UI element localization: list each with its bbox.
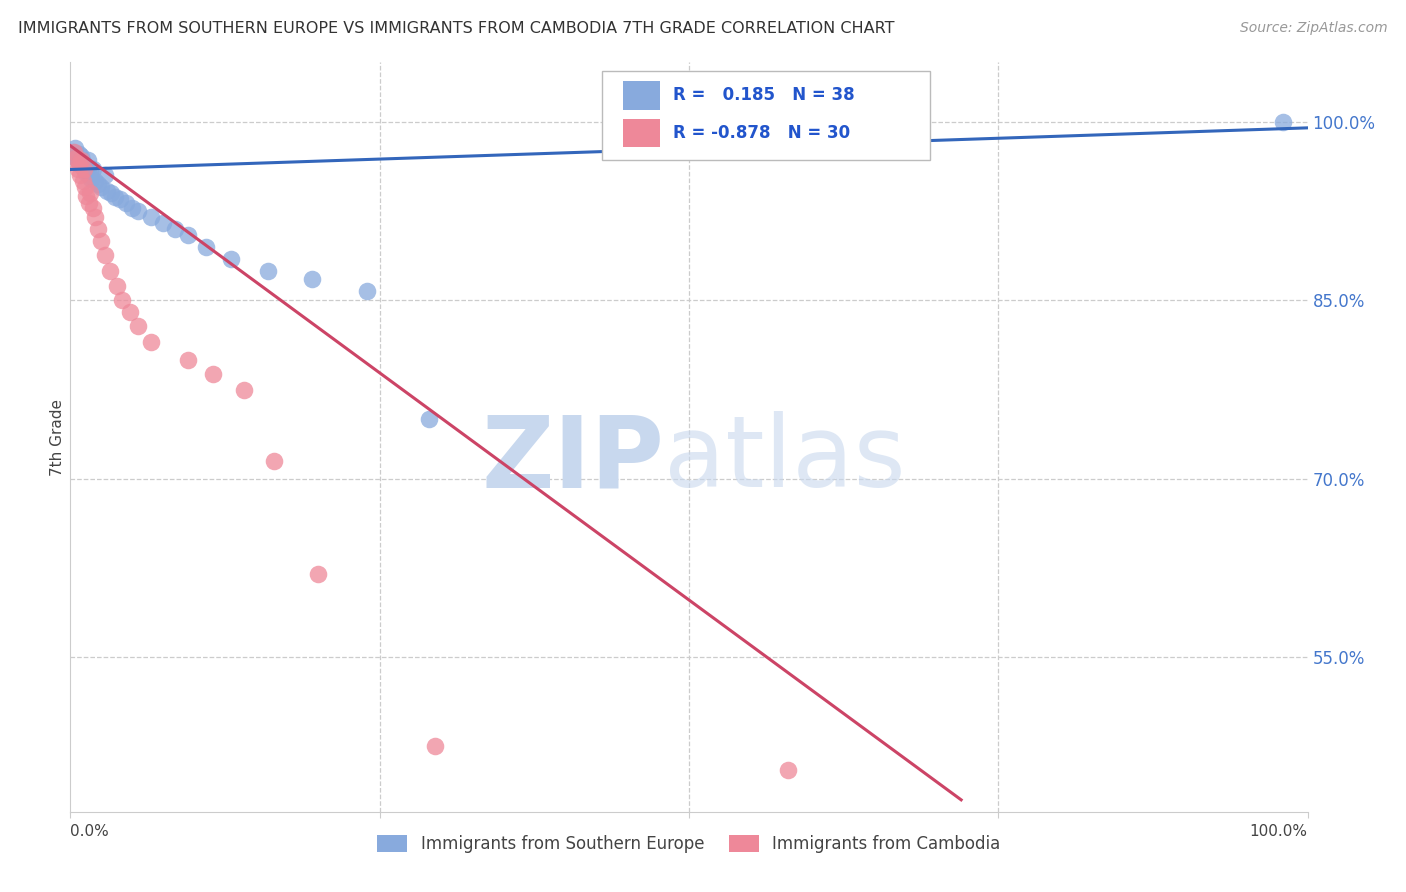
Point [307, 566, 329, 581]
Point [104, 190, 127, 204]
Point [84, 210, 107, 224]
Point [232, 383, 254, 397]
Point [75, 180, 97, 194]
Point [425, 739, 447, 754]
Text: 100.0%: 100.0% [1250, 823, 1308, 838]
Point [79, 186, 101, 201]
Legend: Immigrants from Southern Europe, Immigrants from Cambodia: Immigrants from Southern Europe, Immigra… [371, 828, 1007, 860]
Point [72, 155, 94, 169]
Point [1271, 115, 1294, 129]
Point [118, 305, 141, 319]
Point [66, 162, 89, 177]
Point [69, 156, 91, 170]
Point [152, 216, 174, 230]
Point [195, 240, 218, 254]
Point [301, 272, 323, 286]
Point [72, 174, 94, 188]
Point [82, 162, 104, 177]
Point [75, 166, 97, 180]
Point [139, 210, 162, 224]
Point [75, 188, 97, 202]
Point [80, 172, 103, 186]
Point [63, 145, 86, 159]
Point [76, 153, 98, 167]
Point [86, 222, 108, 236]
Point [86, 177, 108, 191]
Point [90, 234, 112, 248]
Point [84, 174, 107, 188]
Point [263, 454, 285, 468]
Point [177, 227, 200, 242]
Point [77, 195, 100, 210]
Point [75, 159, 97, 173]
Point [105, 279, 128, 293]
Point [94, 248, 117, 262]
Point [70, 149, 93, 163]
Point [67, 147, 90, 161]
Point [96, 184, 118, 198]
Point [73, 162, 96, 177]
Point [79, 165, 101, 179]
Point [90, 180, 112, 194]
Text: ZIP: ZIP [481, 411, 664, 508]
Y-axis label: 7th Grade: 7th Grade [49, 399, 65, 475]
Point [257, 263, 280, 277]
Point [62, 145, 84, 159]
Text: Source: ZipAtlas.com: Source: ZipAtlas.com [1240, 21, 1388, 36]
Text: IMMIGRANTS FROM SOUTHERN EUROPE VS IMMIGRANTS FROM CAMBODIA 7TH GRADE CORRELATIO: IMMIGRANTS FROM SOUTHERN EUROPE VS IMMIG… [18, 21, 894, 37]
Point [66, 153, 89, 167]
Point [77, 169, 100, 183]
Point [165, 222, 187, 236]
Point [219, 252, 242, 266]
Point [127, 319, 149, 334]
FancyBboxPatch shape [623, 81, 661, 110]
Point [65, 151, 87, 165]
Point [73, 162, 96, 177]
Point [177, 352, 200, 367]
Point [115, 195, 138, 210]
Point [776, 763, 799, 777]
Point [94, 169, 117, 183]
Point [356, 284, 378, 298]
Text: R = -0.878   N = 30: R = -0.878 N = 30 [673, 124, 851, 142]
Point [139, 334, 162, 349]
Point [418, 412, 440, 426]
Point [69, 169, 91, 183]
Point [65, 141, 87, 155]
Point [121, 201, 143, 215]
Point [111, 293, 134, 308]
Point [201, 367, 224, 381]
Point [127, 204, 149, 219]
Point [67, 156, 90, 170]
Point [98, 263, 121, 277]
FancyBboxPatch shape [602, 71, 931, 160]
Text: atlas: atlas [664, 411, 905, 508]
Point [65, 151, 87, 165]
Point [82, 201, 104, 215]
FancyBboxPatch shape [623, 119, 661, 147]
Point [70, 153, 93, 167]
Point [108, 192, 131, 206]
Text: 0.0%: 0.0% [70, 823, 110, 838]
Point [100, 186, 122, 201]
Text: R =   0.185   N = 38: R = 0.185 N = 38 [673, 87, 855, 104]
